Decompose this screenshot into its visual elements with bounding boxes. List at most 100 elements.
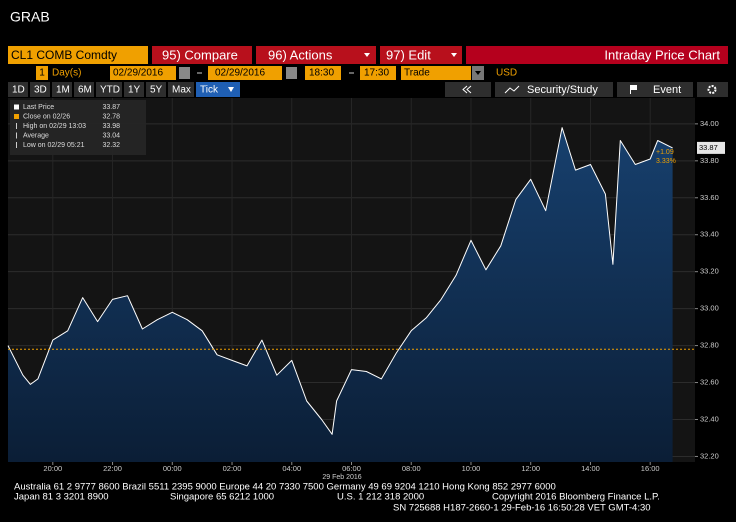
chart-name-bar [466, 46, 728, 64]
y-tick-label: 32.80 [700, 341, 719, 350]
legend-box [10, 100, 146, 155]
range-label: 1M [56, 85, 70, 96]
legend-value: 33.04 [102, 132, 120, 139]
chart-name: Intraday Price Chart [604, 47, 720, 62]
range-button[interactable] [196, 82, 240, 97]
edit-label: 97) Edit [386, 47, 431, 62]
legend-swatch [14, 114, 19, 119]
security-study-label: Security/Study [527, 84, 598, 96]
x-tick-label: 16:00 [641, 464, 660, 473]
end-time-field[interactable] [360, 66, 396, 80]
range-label: Max [172, 85, 191, 96]
footer-text: Singapore 65 6212 1000 [170, 492, 274, 503]
footer-text: U.S. 1 212 318 2000 [337, 492, 424, 503]
range-label: 5Y [150, 85, 163, 96]
y-tick-label: 33.00 [700, 304, 719, 313]
start-date: 02/29/2016 [113, 68, 163, 79]
security-study-button[interactable] [495, 82, 613, 97]
y-tick-label: 32.40 [700, 414, 719, 423]
y-tick-label: 33.20 [700, 267, 719, 276]
range-label: Tick [200, 85, 219, 96]
change-percent: 3.33% [656, 158, 676, 165]
x-axis-date: 29 Feb 2016 [322, 474, 361, 481]
legend-value: 32.78 [102, 113, 120, 120]
footer-text: Copyright 2016 Bloomberg Finance L.P. [492, 492, 660, 503]
calendar-icon[interactable] [286, 67, 297, 79]
y-tick-label: 34.00 [700, 119, 719, 128]
chevron [466, 85, 472, 94]
range-button[interactable] [30, 82, 50, 97]
actions-button[interactable] [256, 46, 376, 64]
collapse-button[interactable] [445, 82, 491, 97]
x-tick-label: 22:00 [103, 464, 122, 473]
last-price-label: 33.87 [699, 143, 718, 152]
y-tick-label: 32.20 [700, 451, 719, 460]
price-area [8, 127, 673, 462]
dropdown-arrow [364, 53, 370, 57]
price-type: Trade [404, 68, 430, 79]
range-button[interactable] [96, 82, 122, 97]
period-field[interactable] [36, 66, 48, 80]
dropdown-arrow [451, 53, 457, 57]
y-tick-label: 33.40 [700, 230, 719, 239]
end-time: 17:30 [364, 68, 389, 79]
legend-label: Close on 02/26 [23, 113, 70, 120]
range-button[interactable] [124, 82, 144, 97]
range-button[interactable] [146, 82, 166, 97]
x-tick-label: 04:00 [282, 464, 301, 473]
settings-button[interactable] [697, 82, 728, 97]
start-time-field[interactable] [305, 66, 341, 80]
range-label: 1D [12, 85, 25, 96]
start-date-field[interactable] [110, 66, 176, 80]
event-label: Event [653, 84, 681, 96]
period-unit: Day(s) [52, 68, 81, 79]
actions-label: 96) Actions [268, 47, 333, 62]
legend: Last Price 33.87 Close on 02/26 32.78 High o… [14, 104, 120, 149]
currency: USD [496, 68, 517, 79]
end-date: 02/29/2016 [215, 68, 265, 79]
x-tick-label: 00:00 [163, 464, 182, 473]
legend-value: 33.87 [102, 104, 120, 111]
range-button[interactable] [52, 82, 72, 97]
compare-label: 95) Compare [162, 47, 238, 62]
compare-button[interactable] [152, 46, 252, 64]
gear-icon [707, 85, 717, 94]
x-tick-label: 12:00 [521, 464, 540, 473]
x-tick-label: 02:00 [223, 464, 242, 473]
range-label: 1Y [128, 85, 141, 96]
legend-value: 33.98 [102, 123, 120, 130]
edit-button[interactable] [380, 46, 462, 64]
chevron [462, 85, 468, 94]
y-tick-label: 32.60 [700, 378, 719, 387]
legend-swatch [14, 104, 19, 110]
range-button[interactable] [8, 82, 28, 97]
x-tick-label: 20:00 [43, 464, 62, 473]
footer: Australia 61 2 9777 8600 Brazil 5511 239… [14, 482, 660, 514]
last-price-tag [697, 141, 725, 154]
footer-text: Australia 61 2 9777 8600 Brazil 5511 239… [14, 482, 556, 493]
range-button[interactable] [168, 82, 194, 97]
flag-icon [630, 85, 637, 94]
footer-text: Japan 81 3 3201 8900 [14, 492, 109, 503]
ticker: CL1 COMB Comdty [11, 48, 117, 62]
period: 1 [39, 68, 45, 79]
study-icon [504, 85, 520, 94]
range-button[interactable] [74, 82, 94, 97]
dropdown-arrow [475, 71, 481, 75]
legend-value: 32.32 [102, 142, 120, 149]
plot: 33.87 [7, 127, 725, 462]
x-tick-label: 10:00 [462, 464, 481, 473]
x-tick-label: 14:00 [581, 464, 600, 473]
price-type-field[interactable] [401, 66, 471, 80]
x-tick-label: 08:00 [402, 464, 421, 473]
calendar-icon[interactable] [179, 67, 190, 79]
window-title: GRAB [10, 9, 50, 25]
ticker-field[interactable] [8, 46, 148, 64]
end-date-field[interactable] [208, 66, 282, 80]
price-line [7, 127, 673, 435]
y-tick-label: 33.60 [700, 193, 719, 202]
legend-label: Low on 02/29 05:21 [23, 142, 85, 149]
footer-text: SN 725688 H187-2660-1 29-Feb-16 16:50:28… [393, 503, 651, 514]
range-label: YTD [100, 85, 120, 96]
